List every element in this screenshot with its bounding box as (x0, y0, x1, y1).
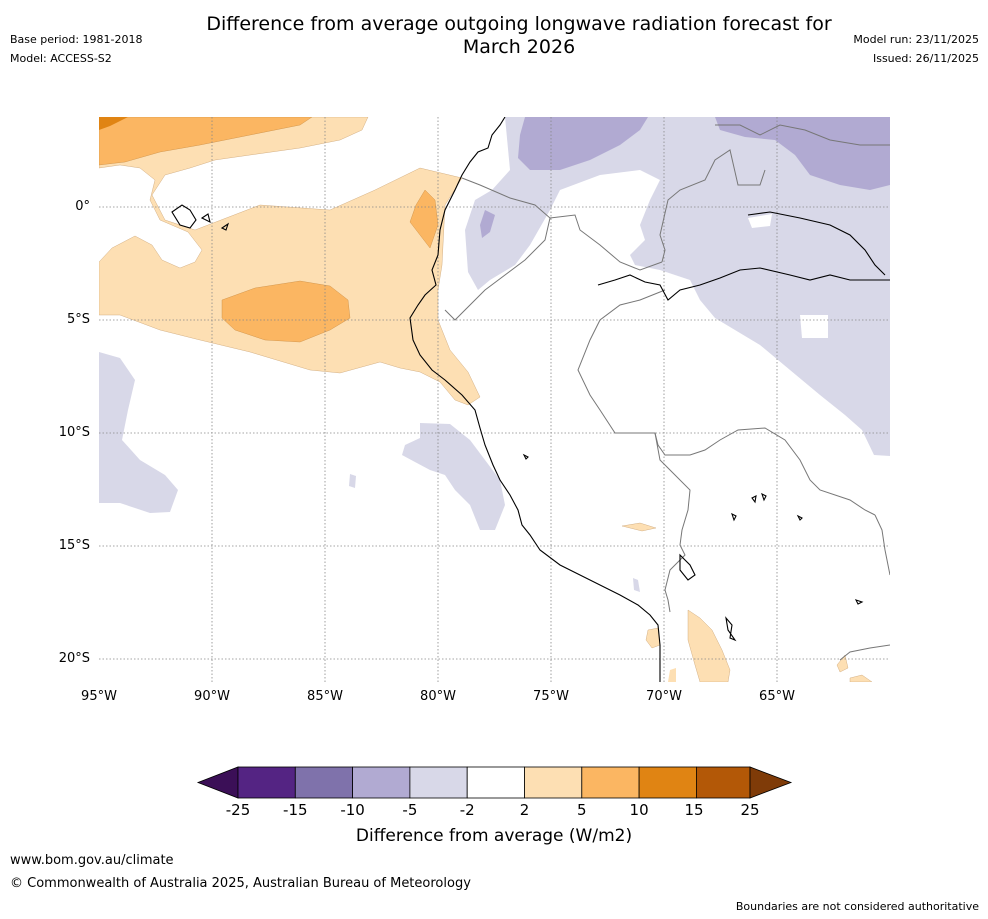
colorbar-cell-9 (696, 766, 751, 799)
anomaly-negative-small-blob-2 (633, 578, 640, 592)
colorbar (196, 766, 793, 799)
anomaly-10-15-corner (99, 117, 128, 130)
colorbar-cell-2 (294, 766, 353, 799)
colorbar-cell-1 (237, 766, 296, 799)
model-run: Model run: 23/11/2025 (853, 33, 979, 46)
coastline (171, 117, 890, 682)
gridlines (99, 117, 890, 682)
issued-date: Issued: 26/11/2025 (872, 52, 979, 65)
anomaly-negative-region-sw (402, 423, 505, 530)
model-name: Model: ACCESS-S2 (10, 52, 112, 65)
anomaly-positive-region-west (99, 117, 481, 406)
lon-label-70w: 70°W (646, 689, 682, 704)
lon-label-90w: 90°W (194, 689, 230, 704)
country-borders (444, 124, 890, 661)
map-title: Difference from average outgoing longwav… (150, 13, 888, 59)
footer-url[interactable]: www.bom.gov.au/climate (10, 853, 174, 868)
anomaly-positive-blob-s6 (668, 668, 676, 682)
colorbar-label: -10 (340, 801, 365, 819)
colorbar-label: -25 (225, 801, 251, 819)
anomaly-negative-small-blob (349, 474, 356, 488)
colorbar-title: Difference from average (W/m2) (355, 826, 633, 846)
colorbar-cell-6 (524, 766, 583, 799)
colorbar-cell-4 (409, 766, 468, 799)
anomaly-negative-blob-ecuador (480, 210, 495, 238)
lon-label-75w: 75°W (533, 689, 569, 704)
colorbar-label: 2 (519, 801, 530, 819)
colorbar-low-extension (196, 766, 239, 799)
anomaly-negative-region-ne (465, 117, 890, 456)
lon-label-65w: 65°W (759, 689, 795, 704)
footer-copyright: © Commonwealth of Australia 2025, Austra… (10, 876, 471, 891)
anomaly-negative-region-w (99, 352, 178, 513)
colorbar-label: -5 (402, 801, 418, 819)
anomaly-5-10-coast (409, 189, 439, 249)
anomaly-white-hole-ne (800, 315, 828, 338)
colorbar-label: 5 (577, 801, 587, 819)
lon-label-95w: 95°W (81, 689, 117, 704)
lat-label-5s: 5°S (66, 312, 90, 327)
anomaly-5-10-center (221, 280, 351, 343)
base-period: Base period: 1981-2018 (10, 33, 143, 46)
colorbar-cell-7 (581, 766, 640, 799)
lat-label-15s: 15°S (58, 538, 90, 553)
map-area (99, 117, 890, 682)
anomaly-positive-blob-s3 (645, 627, 661, 649)
colorbar-cell-3 (352, 766, 411, 799)
colorbar-label: 15 (684, 801, 704, 819)
lat-label-10s: 10°S (58, 425, 90, 440)
anomaly-positive-blob-s2 (687, 609, 731, 682)
anomaly-positive-blob-s1 (621, 522, 657, 532)
anomaly-white-hole-ne-2 (748, 214, 772, 228)
colorbar-cell-8 (638, 766, 697, 799)
title-line-2: March 2026 (462, 36, 576, 58)
footer-disclaimer: Boundaries are not considered authoritat… (735, 900, 979, 913)
lat-label-20s: 20°S (58, 651, 90, 666)
lat-label-0: 0° (75, 199, 90, 214)
colorbar-cell-5 (466, 766, 525, 799)
colorbar-label: -15 (283, 801, 308, 819)
anomaly-negative-blob-ne-corner (715, 117, 890, 190)
anomaly-5-10-top-left (99, 117, 313, 166)
colorbar-label: 25 (740, 801, 760, 819)
colorbar-label: -2 (459, 801, 475, 819)
lon-label-80w: 80°W (420, 689, 456, 704)
anomaly-negative-blob-north (518, 117, 648, 170)
colorbar-high-extension (749, 766, 793, 799)
anomaly-positive-blob-s5 (849, 674, 873, 682)
lon-label-85w: 85°W (307, 689, 343, 704)
title-line-1: Difference from average outgoing longwav… (206, 13, 832, 35)
colorbar-label: 10 (629, 801, 649, 819)
